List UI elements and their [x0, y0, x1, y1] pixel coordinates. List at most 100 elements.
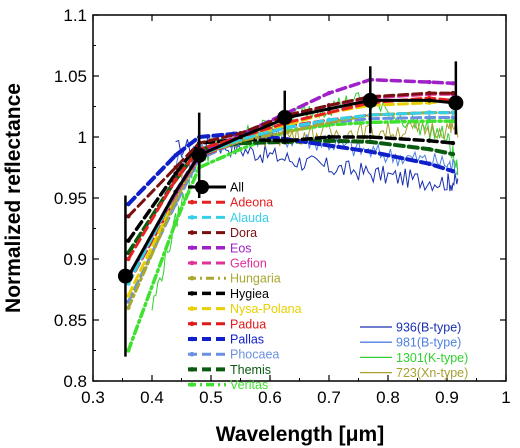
errorbar-layer [117, 61, 464, 357]
data-point-eos [326, 90, 332, 96]
data-point-hungaria [173, 198, 178, 203]
x-tick-label: 0.8 [376, 388, 400, 407]
legend-label-1301-k-type: 1301(K-type) [396, 351, 468, 365]
legend-label-hygiea: Hygiea [230, 287, 269, 301]
y-tick-label: 1.1 [63, 6, 87, 25]
data-point-dora [450, 90, 456, 96]
data-point-hygiea [368, 134, 373, 140]
data-point-all [427, 98, 432, 103]
data-point-dora [326, 103, 332, 108]
mean-marker [117, 268, 133, 284]
legend-marker-adeona [189, 199, 195, 205]
legend-marker-phocaea [189, 351, 195, 357]
data-point-themis [450, 151, 456, 157]
data-point-pallas [427, 161, 432, 166]
legend-label-dora: Dora [230, 226, 257, 240]
data-point-veritas [450, 118, 456, 124]
data-point-hygiea [126, 238, 131, 243]
data-point-alauda [285, 125, 290, 130]
x-tick-label: 1 [501, 388, 510, 407]
data-point-eos [427, 79, 432, 85]
data-point-all [173, 189, 178, 195]
legend-marker-eos [189, 245, 195, 251]
data-point-veritas [126, 348, 131, 353]
mean-marker [191, 147, 207, 163]
data-point-dora [427, 90, 432, 96]
legend-label-padua: Padua [230, 317, 266, 331]
data-point-all [326, 106, 332, 112]
legend-label-alauda: Alauda [230, 211, 269, 225]
y-tick-label: 1 [78, 128, 87, 147]
mean-marker [448, 95, 464, 111]
legend-marker-hygiea [189, 291, 195, 296]
y-tick-label: 0.8 [63, 372, 87, 391]
legend-label-hungaria: Hungaria [230, 272, 281, 286]
data-point-hygiea [427, 138, 432, 143]
data-point-hungaria [126, 305, 131, 310]
data-point-pallas [173, 153, 178, 158]
data-point-adeona [126, 256, 131, 262]
legend-marker-dora [189, 230, 195, 235]
x-tick-label: 0.9 [435, 388, 459, 407]
legend-marker-themis [189, 367, 195, 372]
x-tick-label: 0.3 [81, 388, 105, 407]
legend-label-themis: Themis [230, 363, 271, 377]
data-point-hungaria [285, 129, 290, 135]
mean-marker [277, 109, 293, 125]
legend-right: 936(B-type)981(B-type)1301(K-type)723(Xn… [360, 321, 468, 380]
x-tick-label: 0.4 [140, 388, 164, 407]
data-point-dora [238, 131, 243, 136]
y-tick-label: 0.95 [54, 189, 87, 208]
legend-label-981-b-type: 981(B-type) [396, 336, 461, 350]
legend-label-eos: Eos [230, 241, 252, 255]
legend-marker-gefion [189, 260, 195, 266]
legend-marker-veritas [189, 382, 195, 387]
data-point-phocaea [450, 115, 456, 120]
data-point-themis [427, 147, 432, 152]
legend-label-nysa-polana: Nysa-Polana [230, 302, 302, 316]
data-point-adeona [326, 110, 332, 115]
legend-label-pallas: Pallas [230, 333, 264, 347]
data-point-veritas [427, 118, 432, 124]
data-point-hygiea [173, 171, 178, 176]
legend-label-gefion: Gefion [230, 257, 267, 271]
data-point-hygiea [285, 138, 290, 143]
data-point-veritas [238, 147, 243, 152]
tick-layer: 0.3 0.4 0.5 0.6 0.7 0.8 0.9 1 0.8 0.85 0.9 0.95 1 1.0… [54, 6, 511, 407]
data-point-dora [126, 214, 131, 219]
data-point-pallas [126, 201, 131, 207]
data-point-nysa-polana [126, 293, 131, 298]
data-point-alauda [450, 110, 456, 115]
y-tick-label: 1.05 [54, 67, 87, 86]
x-tick-label: 0.5 [199, 388, 223, 407]
y-tick-label: 0.9 [63, 250, 87, 269]
data-point-phocaea [427, 115, 432, 120]
data-point-hygiea [450, 140, 456, 146]
legend-label-723-xn-type: 723(Xn-type) [396, 366, 468, 380]
data-point-pallas [326, 143, 332, 148]
data-point-pallas [450, 169, 456, 174]
legend-label-936-b-type: 936(B-type) [396, 321, 461, 335]
data-point-adeona [173, 177, 178, 182]
data-point-eos [450, 81, 456, 86]
data-point-alauda [326, 117, 332, 123]
legend-label-veritas: Veritas [230, 378, 268, 392]
legend-marker-alauda [189, 215, 195, 220]
data-point-themis [126, 250, 131, 256]
data-point-alauda [427, 110, 432, 115]
legend-marker-hungaria [189, 275, 195, 281]
data-point-themis [326, 138, 332, 143]
legend-label-all: All [230, 181, 244, 195]
data-point-veritas [173, 220, 178, 225]
x-axis-title: Wavelength [μm] [216, 423, 384, 446]
data-point-dora [173, 165, 178, 170]
legend-marker-all [195, 180, 209, 194]
legend-label-phocaea: Phocaea [230, 348, 279, 362]
legend-marker-nysa-polana [189, 306, 195, 311]
legend-marker-padua [189, 321, 195, 327]
mean-marker [362, 92, 378, 108]
y-tick-label: 0.85 [54, 311, 87, 330]
data-point-pallas [368, 149, 373, 154]
